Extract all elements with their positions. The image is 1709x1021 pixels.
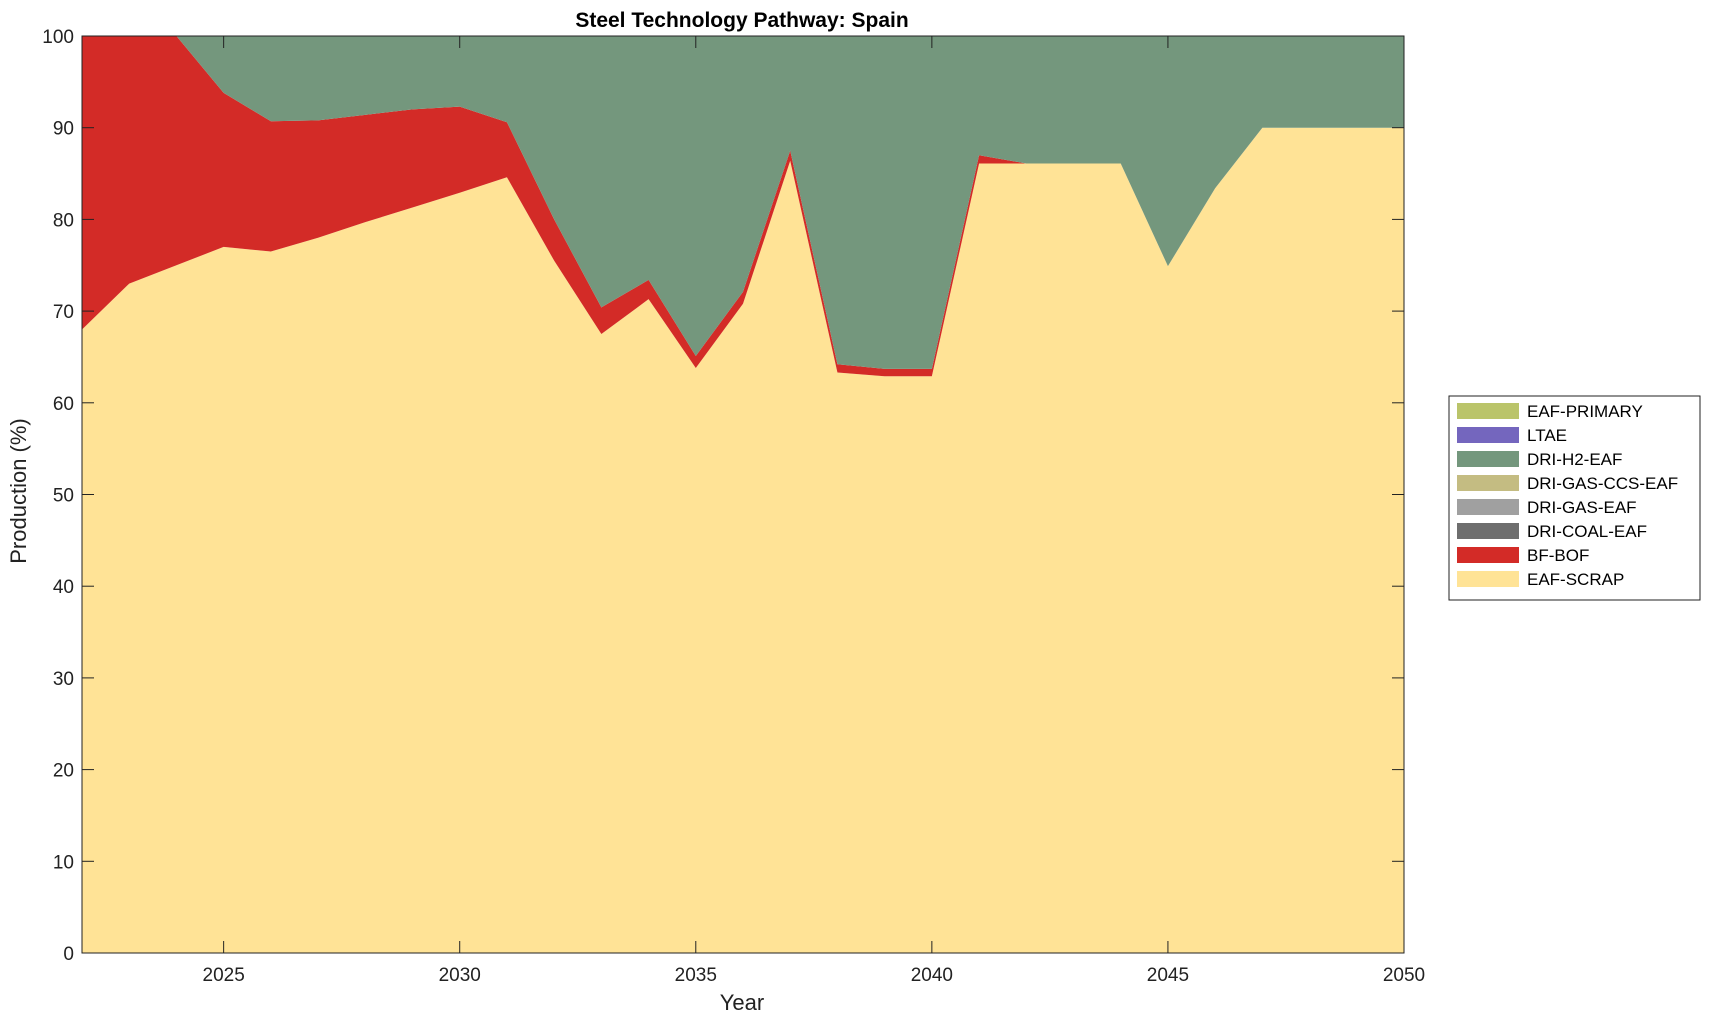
legend-swatch-dri-gas-eaf — [1457, 499, 1519, 515]
y-tick-label: 20 — [53, 761, 74, 782]
y-tick-label: 80 — [53, 210, 74, 231]
legend-label-dri-h2-eaf: DRI-H2-EAF — [1527, 450, 1622, 469]
axes: 2025 2030 2035 2040 2045 20500102030405060708… — [42, 27, 1425, 986]
area-layers — [82, 36, 1404, 953]
legend-label-eaf-primary: EAF-PRIMARY — [1527, 402, 1643, 421]
x-axis-label: Year — [720, 990, 764, 1015]
legend-swatch-bf-bof — [1457, 547, 1519, 563]
area-dri-h2-eaf — [82, 36, 1404, 369]
y-tick-label: 0 — [63, 944, 74, 965]
chart-title: Steel Technology Pathway: Spain — [575, 9, 908, 32]
y-tick-label: 40 — [53, 577, 74, 598]
legend-swatch-eaf-scrap — [1457, 571, 1519, 587]
area-bf-bof — [82, 36, 1404, 377]
y-axis-label: Production (%) — [6, 418, 31, 564]
legend-swatch-dri-coal-eaf — [1457, 523, 1519, 539]
legend-swatch-eaf-primary — [1457, 403, 1519, 419]
legend-label-eaf-scrap: EAF-SCRAP — [1527, 570, 1624, 589]
x-tick-label: 2030 — [439, 965, 481, 986]
legend-swatch-dri-h2-eaf — [1457, 451, 1519, 467]
y-tick-label: 100 — [42, 27, 74, 48]
y-tick-label: 50 — [53, 486, 74, 507]
y-tick-label: 30 — [53, 669, 74, 690]
y-tick-label: 10 — [53, 852, 74, 873]
x-tick-label: 2050 — [1383, 965, 1425, 986]
legend-swatch-ltae — [1457, 427, 1519, 443]
x-tick-label: 2045 — [1147, 965, 1189, 986]
legend-label-dri-coal-eaf: DRI-COAL-EAF — [1527, 522, 1647, 541]
area-eaf-scrap — [82, 127, 1404, 953]
legend-label-dri-gas-ccs-eaf: DRI-GAS-CCS-EAF — [1527, 474, 1678, 493]
y-tick-label: 70 — [53, 302, 74, 323]
x-tick-label: 2040 — [911, 965, 953, 986]
x-tick-label: 2025 — [203, 965, 245, 986]
legend-label-bf-bof: BF-BOF — [1527, 546, 1589, 565]
y-tick-label: 60 — [53, 394, 74, 415]
legend-label-dri-gas-eaf: DRI-GAS-EAF — [1527, 498, 1637, 517]
legend: EAF-PRIMARY LTAE DRI-H2-EAF DRI-GAS-CCS-EAF… — [1448, 395, 1701, 601]
legend-swatch-dri-gas-ccs-eaf — [1457, 475, 1519, 491]
legend-label-ltae: LTAE — [1527, 426, 1567, 445]
y-tick-label: 90 — [53, 119, 74, 140]
x-tick-label: 2035 — [675, 965, 717, 986]
